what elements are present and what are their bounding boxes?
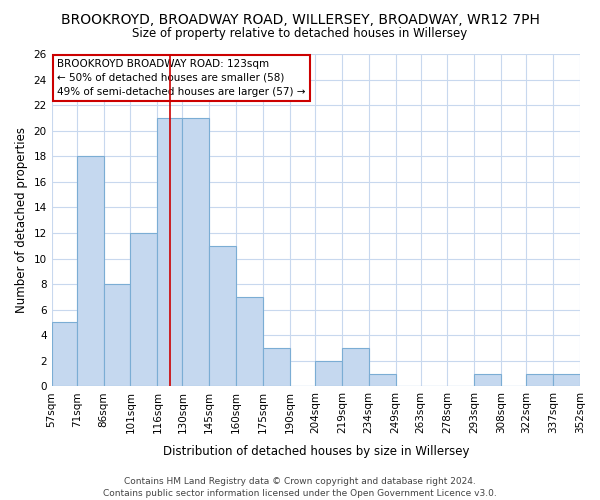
Bar (526, 374, 553, 386)
Bar (52, 322, 77, 386)
Text: Size of property relative to detached houses in Willersey: Size of property relative to detached ho… (133, 28, 467, 40)
Bar (236, 297, 263, 386)
X-axis label: Distribution of detached houses by size in Willersey: Distribution of detached houses by size … (163, 444, 469, 458)
Bar (77, 156, 104, 386)
Bar (263, 348, 290, 387)
Bar (182, 118, 209, 386)
Bar (209, 246, 236, 386)
Y-axis label: Number of detached properties: Number of detached properties (15, 127, 28, 313)
Bar (130, 233, 157, 386)
Bar (553, 374, 580, 386)
Text: BROOKROYD BROADWAY ROAD: 123sqm
← 50% of detached houses are smaller (58)
49% of: BROOKROYD BROADWAY ROAD: 123sqm ← 50% of… (57, 59, 305, 97)
Text: BROOKROYD, BROADWAY ROAD, WILLERSEY, BROADWAY, WR12 7PH: BROOKROYD, BROADWAY ROAD, WILLERSEY, BRO… (61, 12, 539, 26)
Bar (104, 284, 130, 386)
Bar (157, 118, 182, 386)
Bar (368, 374, 395, 386)
Text: Contains HM Land Registry data © Crown copyright and database right 2024.
Contai: Contains HM Land Registry data © Crown c… (103, 476, 497, 498)
Bar (475, 374, 501, 386)
Bar (315, 361, 342, 386)
Bar (342, 348, 368, 387)
